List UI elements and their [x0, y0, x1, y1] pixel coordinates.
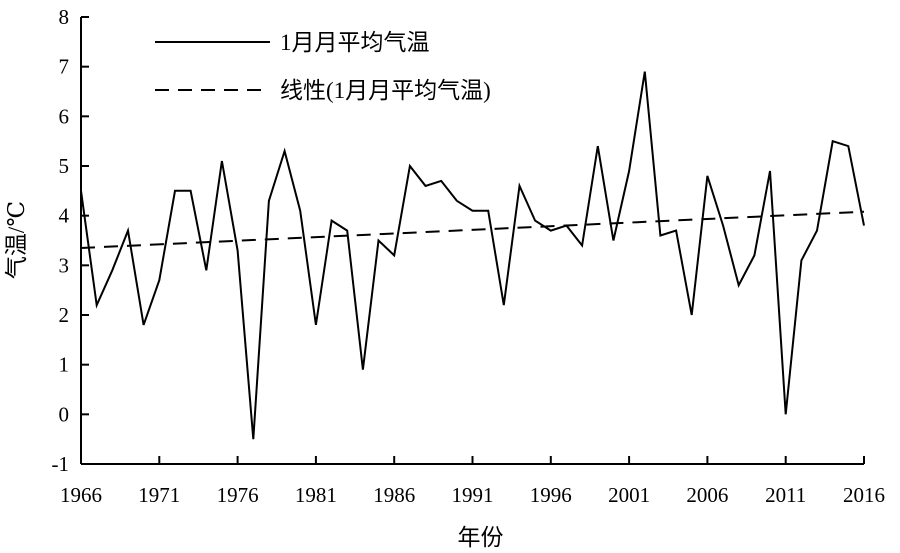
x-tick-label: 2011: [765, 483, 806, 507]
y-tick-label: 6: [59, 104, 70, 128]
series-line-observed: [80, 71, 865, 440]
x-ticks: 1966 1971 1976 1981 1986 1991 1996 2001 2006 2011…: [60, 456, 885, 507]
series-layer: [80, 71, 865, 440]
y-tick-label: 3: [59, 253, 70, 277]
x-tick-label: 1976: [217, 483, 259, 507]
y-tick-label: 1: [59, 353, 70, 377]
y-axis-title: 气温/℃: [4, 201, 29, 279]
series-line-trend: [80, 210, 865, 249]
y-ticks: -1 0 1 2 3 4 5 6 7 8: [52, 5, 89, 476]
x-tick-label: 1996: [530, 483, 572, 507]
y-tick-label: 8: [59, 5, 70, 29]
y-tick-label: 5: [59, 154, 70, 178]
x-tick-label: 1981: [295, 483, 337, 507]
y-tick-label: -1: [52, 452, 70, 476]
legend: 1月月平均气温 线性(1月月平均气温): [155, 30, 491, 103]
x-tick-label: 1986: [373, 483, 415, 507]
x-tick-label: 1971: [138, 483, 180, 507]
y-tick-label: 7: [59, 55, 70, 79]
x-tick-label: 1991: [452, 483, 494, 507]
legend-label-trend: 线性(1月月平均气温): [280, 78, 491, 103]
x-tick-label: 2006: [686, 483, 728, 507]
x-tick-label: 1966: [60, 483, 102, 507]
x-tick-label: 2016: [843, 483, 885, 507]
y-tick-label: 2: [59, 303, 70, 327]
y-tick-label: 4: [59, 204, 70, 228]
x-axis-title: 年份: [458, 525, 504, 550]
y-tick-label: 0: [59, 402, 70, 426]
x-tick-label: 2001: [608, 483, 650, 507]
legend-label-observed: 1月月平均气温: [280, 30, 430, 55]
